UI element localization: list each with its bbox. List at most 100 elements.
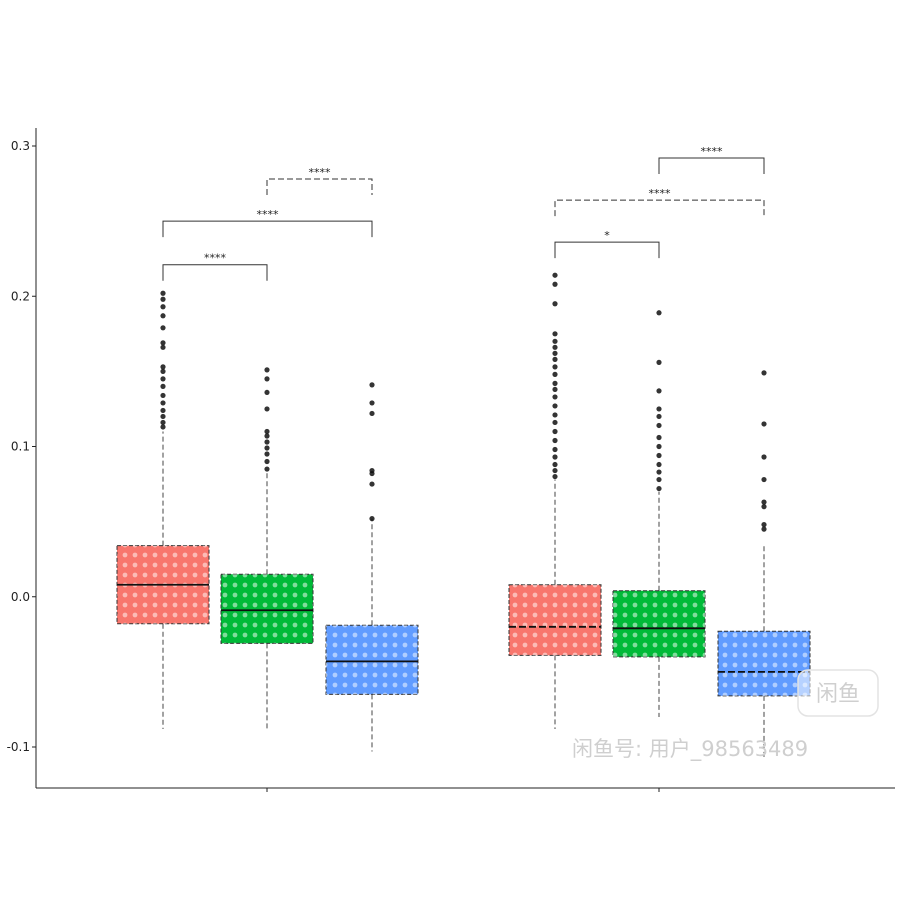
watermark-badge — [797, 669, 879, 717]
outlier-point — [160, 340, 166, 346]
outlier-point — [552, 437, 558, 444]
watermark: 闲鱼 闲鱼号: 用户_98563489 — [572, 669, 879, 762]
outlier-point — [369, 467, 375, 474]
outlier-point — [160, 424, 166, 430]
outlier-point — [264, 376, 270, 382]
outlier-point — [552, 338, 558, 344]
outlier-point — [552, 412, 558, 418]
outlier-point — [264, 466, 270, 472]
outlier-point — [552, 386, 558, 393]
outlier-point — [761, 522, 767, 528]
watermark-text: 闲鱼号: 用户_98563489 — [572, 737, 808, 762]
outlier-point — [160, 400, 166, 406]
outlier-point — [761, 499, 767, 505]
outlier-point — [369, 410, 375, 417]
significance-label: **** — [649, 187, 672, 200]
y-tick-label: 0.3 — [11, 139, 30, 153]
outlier-point — [552, 467, 558, 474]
box-group — [116, 290, 210, 729]
outlier-point — [552, 281, 558, 287]
outlier-point — [369, 382, 375, 388]
comparison-bracket — [266, 178, 373, 196]
y-tick-label: -0.1 — [7, 740, 30, 754]
outlier-point — [160, 344, 166, 350]
outlier-point — [160, 413, 166, 420]
significance-label: **** — [701, 145, 724, 158]
outlier-point — [264, 451, 270, 457]
outlier-point — [552, 331, 558, 337]
outlier-point — [656, 452, 662, 459]
outlier-point — [656, 310, 662, 316]
outlier-point — [656, 476, 662, 483]
outlier-point — [552, 356, 558, 362]
outlier-point — [160, 376, 166, 382]
significance-label: **** — [309, 166, 332, 179]
box-series — [116, 272, 811, 758]
outlier-point — [369, 481, 375, 487]
outlier-point — [264, 367, 270, 373]
outlier-point — [160, 383, 166, 389]
outlier-point — [160, 368, 166, 374]
outlier-point — [761, 370, 767, 376]
outlier-point — [160, 419, 166, 426]
outlier-point — [552, 301, 558, 307]
outlier-point — [656, 443, 662, 450]
outlier-point — [552, 403, 558, 409]
outlier-point — [264, 439, 270, 445]
outlier-point — [656, 422, 662, 429]
outlier-point — [761, 476, 767, 483]
outlier-point — [264, 458, 270, 465]
outlier-point — [552, 394, 558, 400]
box-group — [717, 370, 811, 758]
outlier-point — [160, 304, 166, 310]
y-tick-label: 0.2 — [11, 289, 30, 303]
box-group — [325, 382, 419, 752]
comparison-bracket — [162, 220, 373, 238]
comparison-bracket — [162, 264, 268, 281]
outlier-point — [264, 389, 270, 396]
outlier-point — [552, 419, 558, 426]
comparison-bracket — [554, 241, 660, 259]
outlier-point — [656, 469, 662, 475]
outlier-point — [369, 516, 375, 522]
outlier-point — [552, 380, 558, 386]
box-dot-pattern — [221, 574, 313, 644]
box-dot-pattern — [326, 625, 418, 695]
outlier-point — [552, 446, 558, 453]
comparison-bracket — [658, 157, 765, 175]
outlier-point — [656, 485, 662, 492]
outlier-point — [552, 428, 558, 435]
outlier-point — [552, 272, 558, 278]
outlier-point — [656, 434, 662, 441]
box-group — [220, 367, 314, 729]
outlier-point — [264, 445, 270, 451]
axes: 0.3 0.2 0.1 0.0 -0.1 — [7, 128, 895, 792]
y-tick-label: 0.0 — [11, 590, 30, 604]
outlier-point — [160, 407, 166, 414]
outlier-point — [160, 392, 166, 399]
box-dot-pattern — [613, 590, 705, 657]
outlier-point — [761, 504, 767, 510]
outlier-point — [552, 461, 558, 468]
outlier-point — [552, 364, 558, 370]
significance-label: * — [604, 229, 610, 242]
outlier-point — [552, 473, 558, 480]
outlier-point — [160, 325, 166, 331]
box-group — [508, 272, 602, 729]
outlier-point — [160, 364, 166, 370]
outlier-point — [264, 406, 270, 412]
outlier-point — [761, 421, 767, 427]
outlier-point — [264, 433, 270, 439]
significance-label: **** — [204, 252, 227, 265]
outlier-point — [264, 428, 270, 435]
outlier-point — [761, 526, 767, 532]
outlier-point — [552, 344, 558, 350]
outlier-point — [656, 461, 662, 468]
outlier-point — [761, 454, 767, 460]
outlier-point — [656, 388, 662, 394]
watermark-badge-text: 闲鱼 — [816, 682, 860, 707]
outlier-point — [656, 406, 662, 412]
significance-label: **** — [257, 208, 280, 221]
outlier-point — [552, 371, 558, 377]
